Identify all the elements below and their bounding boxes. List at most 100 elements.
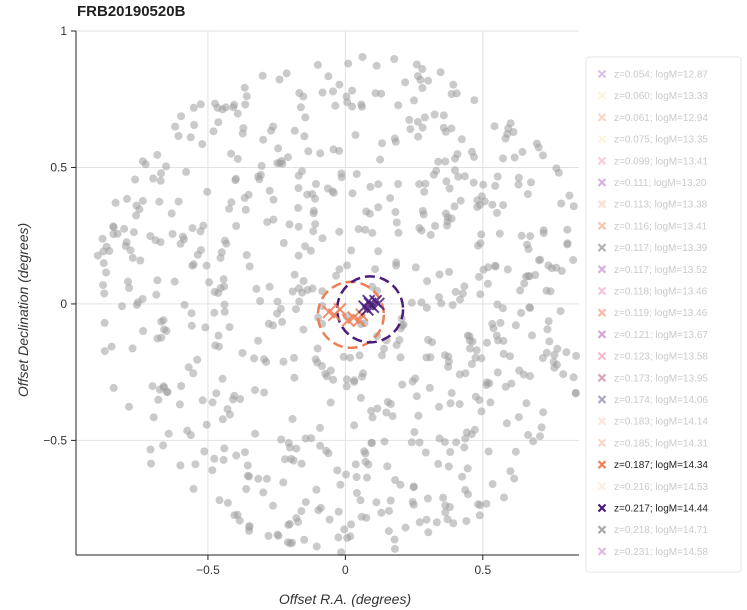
background-point bbox=[443, 221, 451, 230]
background-point bbox=[472, 346, 481, 355]
background-point bbox=[299, 325, 308, 334]
background-point bbox=[296, 103, 305, 112]
background-point bbox=[284, 153, 292, 162]
background-point bbox=[124, 277, 132, 286]
background-point bbox=[262, 357, 271, 366]
background-point bbox=[275, 75, 284, 84]
background-point bbox=[524, 431, 533, 439]
background-point bbox=[193, 355, 202, 364]
background-point bbox=[368, 282, 377, 291]
background-point bbox=[436, 68, 445, 77]
background-point bbox=[441, 157, 450, 166]
y-tick-label: −0.5 bbox=[43, 433, 67, 447]
background-point bbox=[506, 352, 514, 361]
background-point bbox=[139, 327, 148, 335]
legend-item: z=0.173; logM=13.95 bbox=[597, 373, 708, 384]
background-point bbox=[441, 508, 450, 517]
background-point bbox=[308, 190, 317, 198]
legend-label: z=0.185; logM=14.31 bbox=[614, 438, 708, 449]
background-point bbox=[368, 413, 377, 422]
background-point bbox=[210, 308, 219, 317]
background-point bbox=[269, 501, 277, 510]
background-point bbox=[414, 132, 423, 141]
background-point bbox=[448, 301, 457, 309]
background-point bbox=[476, 200, 484, 209]
background-point bbox=[335, 146, 344, 155]
background-point bbox=[273, 530, 282, 539]
background-point bbox=[231, 174, 240, 183]
background-point bbox=[439, 111, 448, 120]
background-point bbox=[384, 527, 393, 536]
background-point bbox=[571, 388, 580, 397]
background-point bbox=[243, 471, 252, 480]
legend-item: z=0.121; logM=13.67 bbox=[597, 330, 708, 341]
background-point bbox=[418, 123, 427, 132]
background-point bbox=[470, 96, 479, 105]
background-point bbox=[367, 406, 376, 415]
background-point bbox=[395, 336, 404, 344]
background-point bbox=[412, 60, 421, 69]
legend-label: z=0.060; logM=13.33 bbox=[614, 91, 708, 102]
legend-label: z=0.113; logM=13.38 bbox=[614, 200, 708, 211]
background-point bbox=[410, 96, 418, 105]
background-point bbox=[467, 147, 476, 156]
legend-label: z=0.231; logM=14.58 bbox=[614, 547, 708, 558]
background-point bbox=[211, 99, 219, 108]
background-point bbox=[238, 349, 247, 357]
background-point bbox=[475, 272, 483, 281]
background-point bbox=[329, 375, 338, 384]
legend-marker-icon bbox=[597, 416, 607, 426]
background-point bbox=[486, 398, 495, 407]
background-point bbox=[411, 263, 420, 272]
legend-marker-icon bbox=[597, 525, 607, 534]
background-point bbox=[245, 523, 254, 532]
background-point bbox=[491, 181, 500, 190]
background-point bbox=[401, 523, 410, 532]
background-point bbox=[294, 203, 303, 212]
background-point bbox=[490, 122, 499, 131]
background-point bbox=[444, 462, 453, 471]
background-point bbox=[122, 238, 131, 247]
background-point bbox=[159, 316, 168, 325]
background-point bbox=[135, 205, 144, 214]
background-point bbox=[99, 281, 107, 290]
background-point bbox=[471, 353, 480, 362]
background-point bbox=[336, 480, 345, 489]
background-point bbox=[356, 393, 365, 402]
background-point bbox=[220, 307, 229, 316]
legend-label: z=0.174; logM=14.06 bbox=[614, 395, 708, 406]
legend-label: z=0.061; logM=12.94 bbox=[614, 113, 708, 124]
background-point bbox=[167, 209, 176, 218]
legend-item: z=0.060; logM=13.33 bbox=[597, 91, 708, 102]
background-point bbox=[118, 302, 126, 311]
legend-label: z=0.118; logM=13.46 bbox=[614, 287, 708, 298]
background-point bbox=[495, 229, 504, 238]
background-point bbox=[232, 222, 241, 230]
background-point bbox=[125, 402, 133, 411]
background-point bbox=[352, 489, 361, 497]
background-point bbox=[295, 297, 304, 306]
background-point bbox=[93, 251, 102, 260]
legend-marker-icon bbox=[597, 460, 607, 469]
background-point bbox=[301, 498, 310, 507]
background-point bbox=[313, 60, 322, 69]
background-point bbox=[298, 167, 306, 176]
legend-item: z=0.116; logM=13.41 bbox=[597, 221, 708, 232]
background-point bbox=[435, 270, 444, 279]
background-point bbox=[164, 429, 173, 438]
background-point bbox=[138, 157, 147, 166]
background-point bbox=[159, 382, 168, 391]
background-point bbox=[392, 218, 401, 227]
background-point bbox=[186, 133, 195, 142]
legend-label: z=0.121; logM=13.67 bbox=[614, 330, 708, 341]
background-point bbox=[511, 321, 520, 330]
background-point bbox=[365, 209, 374, 218]
legend-label: z=0.117; logM=13.39 bbox=[614, 243, 708, 254]
background-point bbox=[390, 55, 399, 63]
background-point bbox=[526, 303, 535, 312]
background-point bbox=[414, 411, 423, 420]
background-point bbox=[449, 80, 458, 89]
y-tick-label: 1 bbox=[60, 24, 67, 38]
background-point bbox=[418, 206, 427, 215]
background-point bbox=[126, 246, 135, 255]
